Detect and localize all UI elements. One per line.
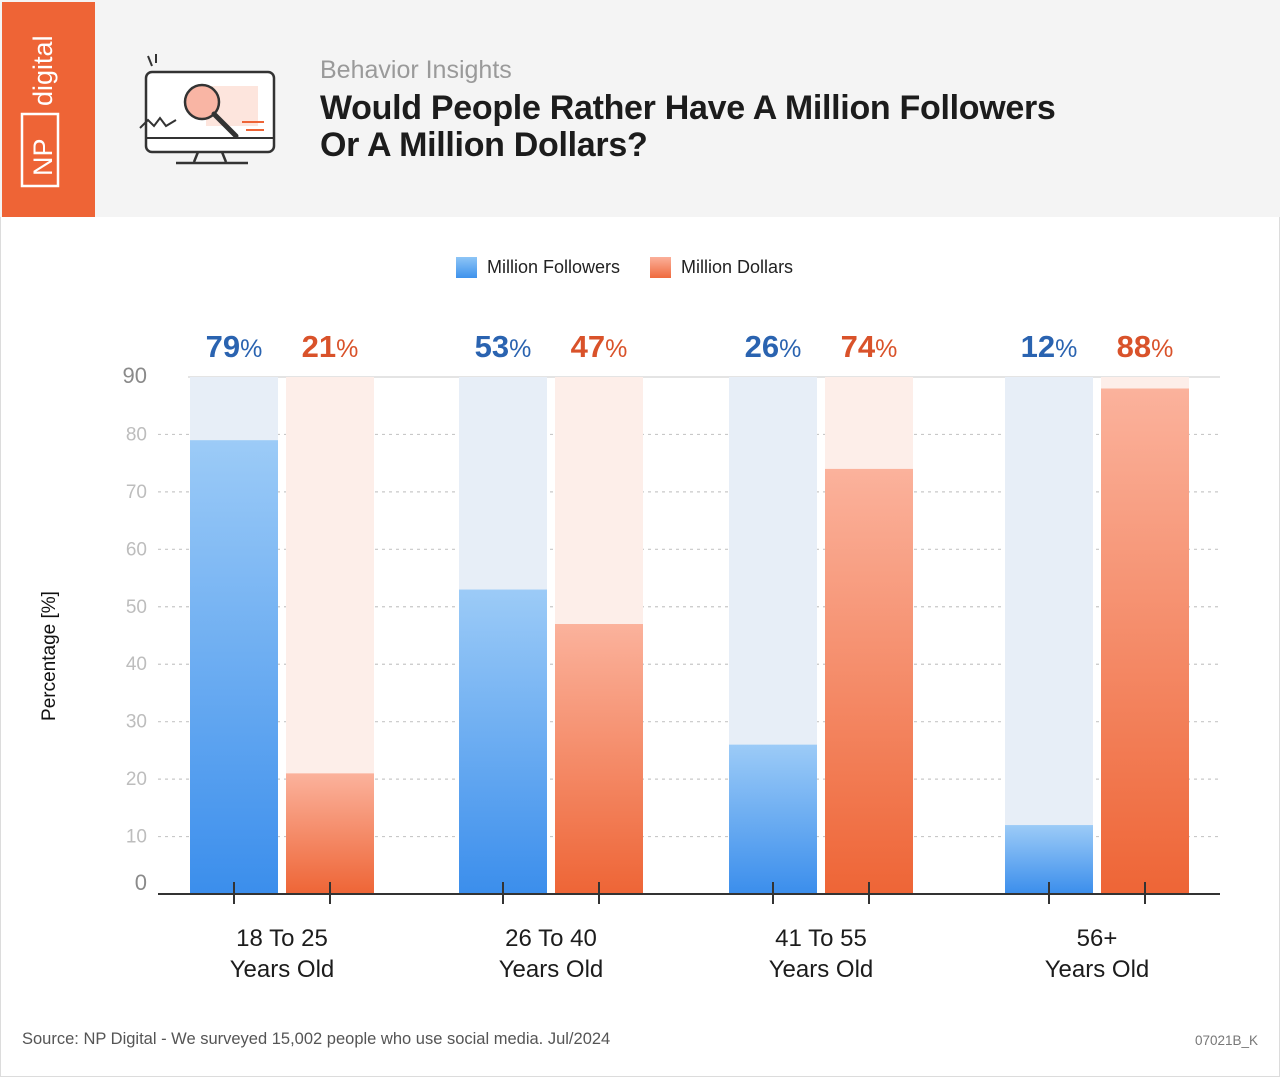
data-label: 26%: [745, 329, 802, 364]
chart-title: Would People Rather Have A Million Follo…: [320, 90, 1056, 164]
x-category-label: 18 To 25 Years Old: [230, 925, 335, 983]
data-label: 53%: [475, 329, 532, 364]
bar-track: [1005, 377, 1093, 894]
x-category-label: 56+ Years Old: [1045, 925, 1150, 983]
y-tick-label: 50: [126, 597, 147, 618]
legend-swatch-followers: [456, 257, 477, 278]
legend-item-dollars: Million Dollars: [650, 257, 793, 278]
data-label: 47%: [571, 329, 628, 364]
y-tick-label: 0: [135, 870, 147, 895]
y-tick-label: 20: [126, 769, 147, 790]
legend-swatch-dollars: [650, 257, 672, 278]
header-subtitle: Behavior Insights: [320, 56, 512, 84]
np-digital-logo: NP digital: [20, 35, 60, 188]
data-label: 79%: [206, 329, 263, 364]
bar-dollars: [286, 773, 374, 894]
x-category-label: 41 To 55 Years Old: [769, 925, 874, 983]
logo-np-text: NP: [28, 138, 58, 176]
bar-dollars: [555, 624, 643, 894]
title-line-2: Or A Million Dollars?: [320, 126, 648, 164]
monitor-magnifier-icon: [139, 54, 276, 165]
bar-followers: [190, 440, 278, 894]
y-tick-label: 80: [126, 424, 147, 445]
data-label: 21%: [302, 329, 359, 364]
y-tick-label: 70: [126, 482, 147, 503]
bar-followers: [729, 744, 817, 894]
legend-item-followers: Million Followers: [456, 257, 620, 278]
data-label: 12%: [1021, 329, 1078, 364]
x-category-label: 26 To 40 Years Old: [499, 925, 604, 983]
bar-dollars: [1101, 388, 1189, 894]
source-note: Source: NP Digital - We surveyed 15,002 …: [22, 1030, 611, 1048]
data-label: 74%: [841, 329, 898, 364]
bar-followers: [459, 589, 547, 894]
data-label: 88%: [1117, 329, 1174, 364]
y-tick-label: 30: [126, 712, 147, 733]
chart-legend: Million Followers Million Dollars: [456, 257, 823, 278]
legend-label-dollars: Million Dollars: [681, 257, 794, 277]
logo-digital-text: digital: [28, 35, 58, 106]
brand-tab: NP digital: [2, 2, 276, 217]
y-tick-label: 90: [123, 363, 147, 388]
y-tick-label: 40: [126, 654, 147, 675]
bar-dollars: [825, 468, 913, 894]
title-line-1: Would People Rather Have A Million Follo…: [320, 89, 1056, 127]
y-tick-label: 10: [126, 827, 147, 848]
y-tick-label: 60: [126, 539, 147, 560]
legend-label-followers: Million Followers: [487, 257, 621, 277]
figure-code: 07021B_K: [1194, 1033, 1258, 1048]
